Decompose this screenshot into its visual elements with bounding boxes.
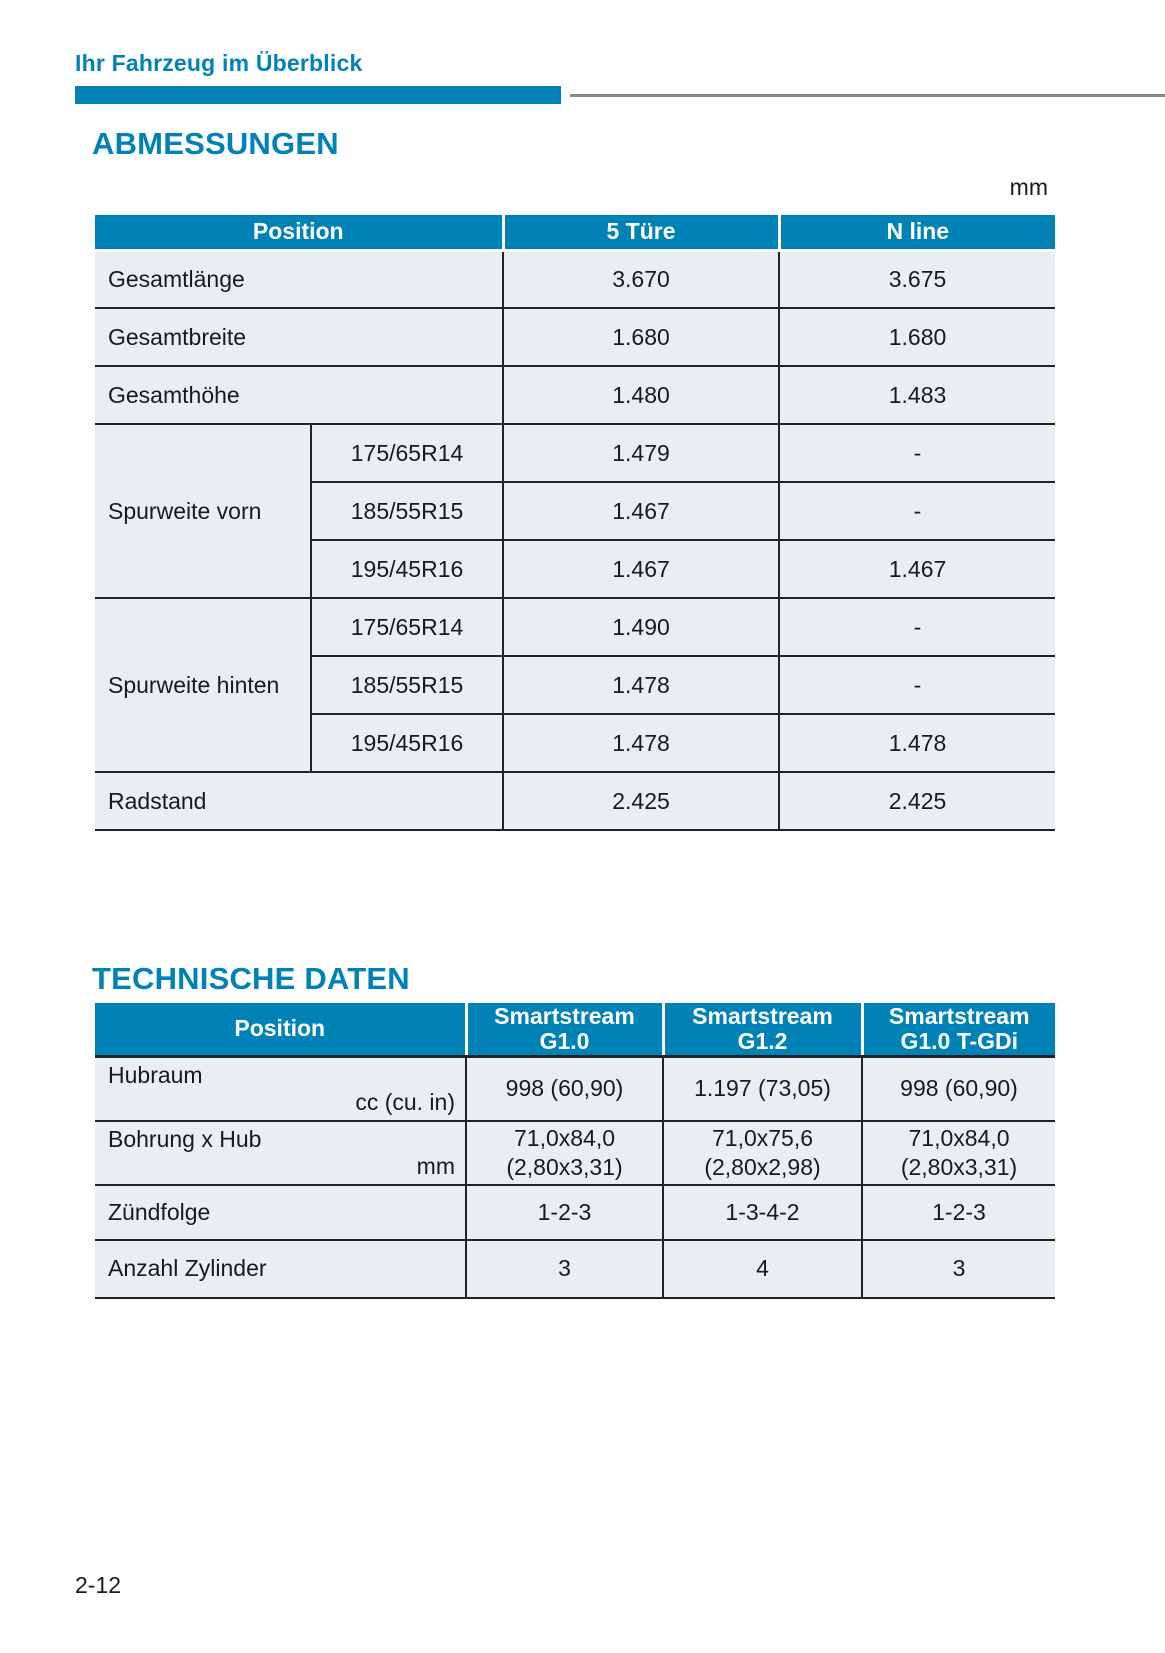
column-header-position: Position	[95, 1003, 466, 1058]
dimensions-table: Position 5 Türe N line Gesamtlänge 3.670…	[95, 215, 1056, 831]
table-cell: 1.467	[502, 481, 781, 541]
table-row: 195/45R16 1.478 1.478	[95, 713, 1056, 773]
row-label-anzahl-zylinder: Anzahl Zylinder	[95, 1238, 467, 1299]
table-row: 185/55R15 1.467 -	[95, 481, 1056, 541]
tire-size-cell: 195/45R16	[311, 539, 505, 599]
row-unit-text: mm	[416, 1152, 455, 1179]
table-cell: 4	[662, 1238, 863, 1299]
table-cell: 3	[465, 1238, 664, 1299]
table-cell: 1.467	[778, 539, 1056, 599]
column-header-g10: Smartstream G1.0	[464, 1002, 663, 1058]
table-cell: 3	[861, 1238, 1055, 1299]
value-line: (2,80x3,31)	[506, 1153, 623, 1180]
row-label-text: Bohrung x Hub	[108, 1125, 262, 1152]
table-cell: 1-2-3	[465, 1183, 664, 1241]
value-line: 71,0x84,0	[908, 1124, 1010, 1151]
table-row: Spurweite vorn 175/65R14 1.479 -	[95, 423, 1056, 599]
table-cell: 3.670	[502, 249, 781, 309]
table-row: Radstand 2.425 2.425	[95, 771, 1056, 831]
table-cell: 1.478	[502, 713, 781, 773]
table-cell: 3.675	[778, 249, 1056, 309]
value-line: 71,0x75,6	[711, 1124, 814, 1151]
header-rule-line	[570, 94, 1165, 97]
tire-size-cell: 175/65R14	[309, 597, 505, 657]
specs-table: Position Smartstream G1.0 Smartstream G1…	[95, 1003, 1055, 1299]
column-header-nline: N line	[777, 215, 1056, 252]
table-cell: 1.478	[778, 713, 1056, 773]
table-cell: 998 (60,90)	[861, 1055, 1055, 1122]
table-cell: 1-3-4-2	[662, 1183, 863, 1241]
header-line: Smartstream	[888, 1002, 1030, 1029]
row-unit-text: cc (cu. in)	[355, 1088, 455, 1115]
table-cell: 1.478	[502, 655, 781, 715]
table-row: Gesamtbreite 1.680 1.680	[95, 307, 1056, 367]
value-line: (2,80x3,31)	[900, 1153, 1018, 1180]
column-header-g12: Smartstream G1.2	[661, 1002, 862, 1058]
column-header-position: Position	[95, 215, 504, 252]
page-number: 2-12	[75, 1572, 122, 1598]
table-cell: 1.480	[502, 365, 781, 425]
row-label-spurweite-hinten: Spurweite hinten	[95, 597, 312, 773]
table-cell: 998 (60,90)	[465, 1055, 664, 1122]
table-cell: 2.425	[778, 771, 1056, 831]
tire-size-cell: 195/45R16	[311, 713, 505, 773]
tire-size-cell: 175/65R14	[309, 423, 505, 483]
table-cell: 1.680	[502, 307, 781, 367]
value-line: (2,80x2,98)	[704, 1153, 821, 1180]
table-row: Spurweite hinten 175/65R14 1.490 -	[95, 597, 1056, 773]
row-label-hubraum: Hubraum cc (cu. in)	[95, 1055, 467, 1122]
table-row: Hubraum cc (cu. in) 998 (60,90) 1.197 (7…	[95, 1055, 1055, 1122]
chapter-header: Ihr Fahrzeug im Überblick	[75, 50, 363, 76]
table-row: Zündfolge 1-2-3 1-3-4-2 1-2-3	[95, 1183, 1055, 1241]
unit-label-mm: mm	[1009, 174, 1048, 200]
row-label: Gesamthöhe	[95, 365, 505, 425]
row-label: Gesamtbreite	[95, 307, 505, 367]
value-line: 71,0x84,0	[513, 1124, 616, 1151]
header-line: G1.0 T-GDi	[900, 1027, 1019, 1054]
table-cell: 1-2-3	[861, 1183, 1055, 1241]
table-cell: 1.490	[502, 597, 781, 657]
row-label-spurweite-vorn: Spurweite vorn	[95, 423, 312, 599]
table-header-row: Position 5 Türe N line	[95, 215, 1056, 252]
table-cell: 1.479	[502, 423, 781, 483]
row-label-zuendfolge: Zündfolge	[95, 1183, 467, 1241]
table-row: Anzahl Zylinder 3 4 3	[95, 1238, 1055, 1299]
table-cell: 1.483	[778, 365, 1056, 425]
column-header-5tuere: 5 Türe	[501, 215, 780, 252]
tire-size-cell: 185/55R15	[311, 481, 505, 541]
table-row: 185/55R15 1.478 -	[95, 655, 1056, 715]
table-row: Gesamthöhe 1.480 1.483	[95, 365, 1056, 425]
header-line: Smartstream	[692, 1002, 833, 1029]
column-header-g10-tgdi: Smartstream G1.0 T-GDi	[860, 1002, 1055, 1058]
header-accent-bar	[75, 86, 561, 104]
row-label-bohrung: Bohrung x Hub mm	[95, 1119, 467, 1186]
table-cell: -	[778, 423, 1056, 483]
table-cell: 71,0x84,0 (2,80x3,31)	[861, 1119, 1055, 1186]
table-row: Gesamtlänge 3.670 3.675	[95, 249, 1056, 309]
table-cell: -	[778, 481, 1056, 541]
table-cell: 1.197 (73,05)	[662, 1055, 863, 1122]
table-cell: 2.425	[502, 771, 781, 831]
tire-size-cell: 185/55R15	[311, 655, 505, 715]
table-cell: 71,0x84,0 (2,80x3,31)	[465, 1119, 664, 1186]
header-line: Smartstream	[494, 1002, 635, 1029]
table-row: 195/45R16 1.467 1.467	[95, 539, 1056, 599]
table-cell: 1.680	[778, 307, 1056, 367]
table-cell: 71,0x75,6 (2,80x2,98)	[662, 1119, 863, 1186]
table-header-row: Position Smartstream G1.0 Smartstream G1…	[95, 1002, 1055, 1058]
table-row: Bohrung x Hub mm 71,0x84,0 (2,80x3,31) 7…	[95, 1119, 1055, 1186]
header-line: G1.2	[737, 1027, 788, 1054]
table-cell: 1.467	[502, 539, 781, 599]
header-line: G1.0	[539, 1027, 590, 1054]
row-label: Radstand	[95, 771, 505, 831]
row-label-text: Hubraum	[108, 1061, 203, 1088]
table-cell: -	[778, 655, 1056, 715]
section-title-dimensions: ABMESSUNGEN	[92, 126, 339, 161]
table-cell: -	[778, 597, 1056, 657]
section-title-specs: TECHNISCHE DATEN	[92, 961, 410, 996]
row-label: Gesamtlänge	[95, 249, 505, 309]
